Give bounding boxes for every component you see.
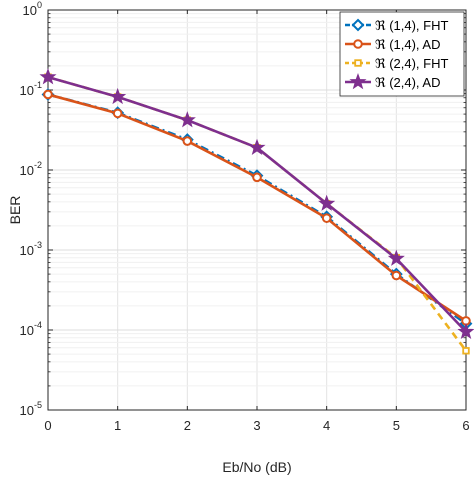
x-tick-label: 6 xyxy=(462,418,469,433)
y-tick-label: 10-5 xyxy=(20,400,42,418)
legend-label: ℜ (1,4), AD xyxy=(375,37,441,52)
x-tick-label: 2 xyxy=(184,418,191,433)
x-axis-label: Eb/No (dB) xyxy=(222,459,291,475)
legend-marker xyxy=(354,59,362,67)
legend-marker xyxy=(353,39,363,49)
x-tick-label: 1 xyxy=(114,418,121,433)
data-point xyxy=(43,89,53,100)
data-point xyxy=(252,172,262,183)
legend-marker xyxy=(349,73,367,90)
data-point xyxy=(39,68,57,85)
series-2 xyxy=(43,89,471,326)
data-point xyxy=(462,347,470,355)
series-4 xyxy=(39,68,474,340)
x-tick-labels: 0 1 2 3 4 5 6 xyxy=(44,418,469,433)
data-point xyxy=(178,111,196,128)
data-point xyxy=(457,322,474,340)
x-tick-label: 3 xyxy=(253,418,260,433)
series-layer xyxy=(39,68,474,355)
axes-box xyxy=(47,9,467,411)
data-point xyxy=(387,249,405,266)
y-tick-labels: 100 10-1 10-2 10-3 10-4 10-5 xyxy=(20,0,42,418)
legend: ℜ (1,4), FHT ℜ (1,4), AD ℜ (2,4), FHT ℜ (2,… xyxy=(339,11,465,97)
data-point xyxy=(318,194,336,211)
y-tick-label: 10-1 xyxy=(20,80,42,98)
x-tick-label: 5 xyxy=(393,418,400,433)
y-tick-label: 10-3 xyxy=(20,240,42,258)
y-tick-label: 10-4 xyxy=(20,320,42,338)
x-tick-label: 0 xyxy=(44,418,51,433)
data-point xyxy=(321,213,332,223)
legend-label: ℜ (2,4), AD xyxy=(375,75,441,90)
legend-label: ℜ (2,4), FHT xyxy=(375,56,448,71)
data-point xyxy=(391,270,402,281)
legend-marker xyxy=(351,18,365,32)
y-tick-label: 100 xyxy=(23,0,42,18)
data-point xyxy=(182,136,193,146)
legend-label: ℜ (1,4), FHT xyxy=(375,18,448,33)
data-point xyxy=(112,108,123,119)
x-tick-label: 4 xyxy=(323,418,330,433)
data-point xyxy=(109,87,127,105)
y-tick-label: 10-2 xyxy=(20,160,42,178)
y-axis-label: BER xyxy=(7,196,23,225)
data-point xyxy=(248,138,266,155)
